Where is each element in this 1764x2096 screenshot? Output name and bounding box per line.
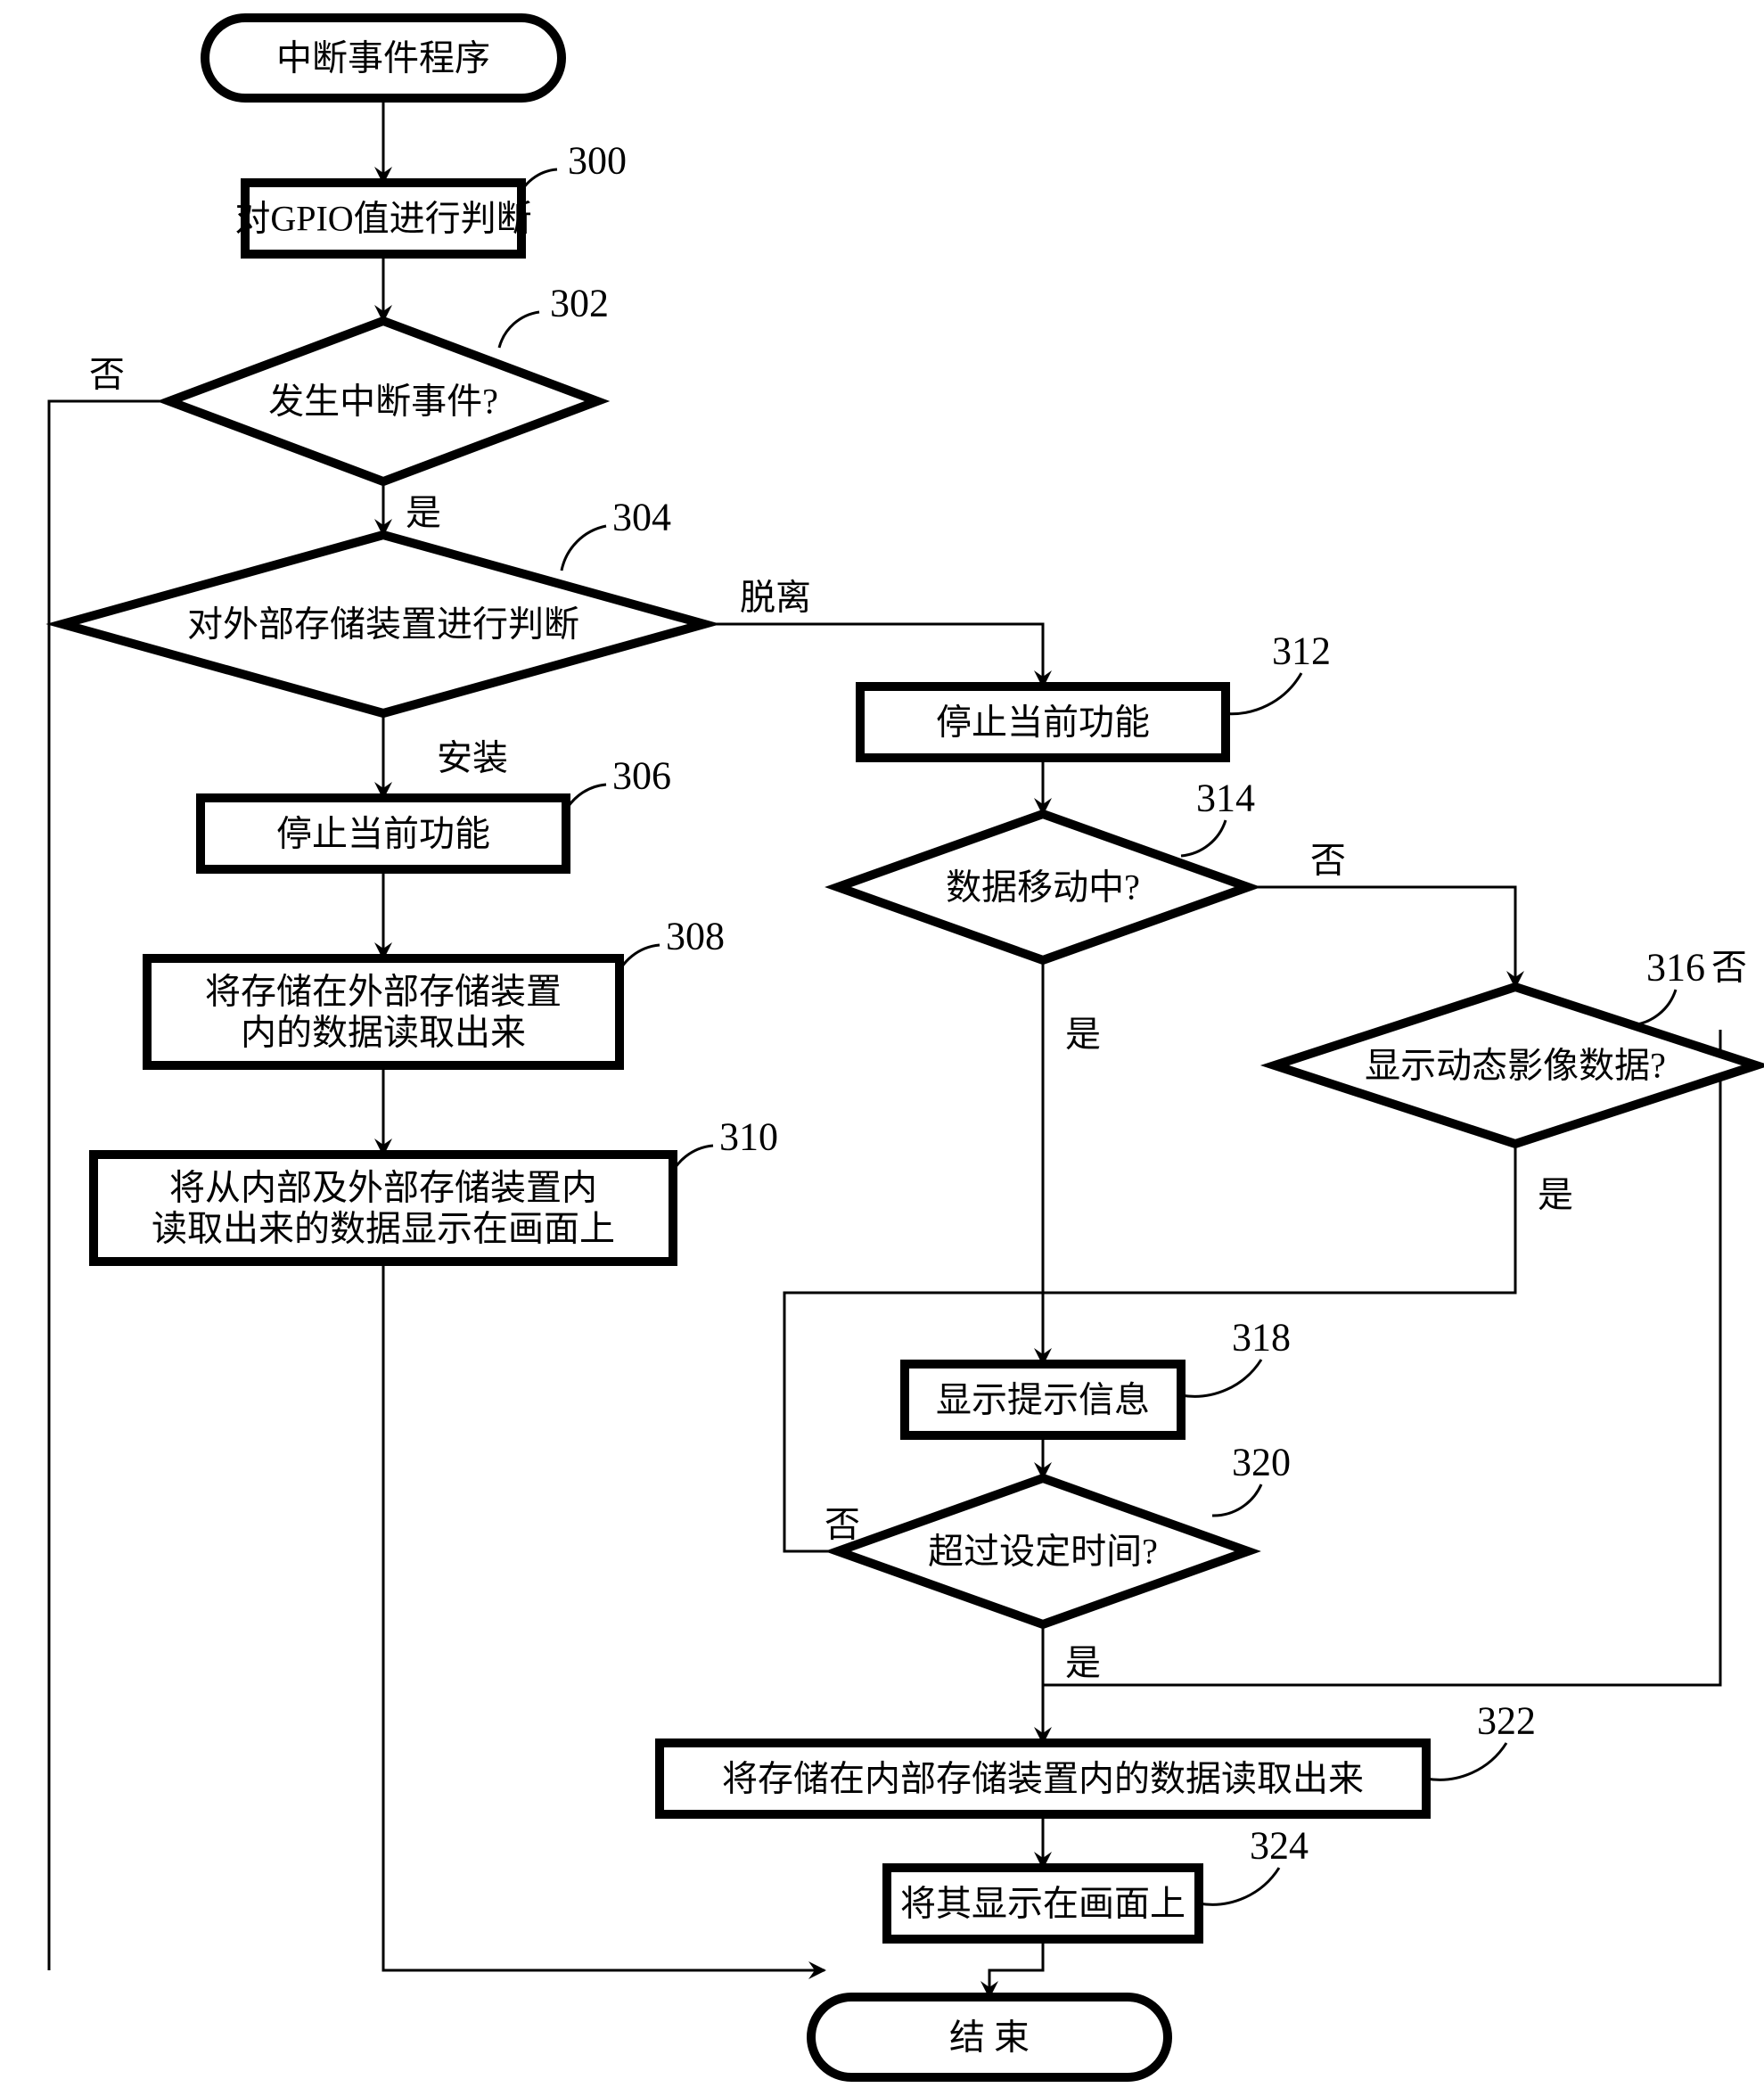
branch-label-n302_no: 否	[89, 355, 125, 395]
end-terminator-label: 结 束	[949, 2018, 1030, 2058]
ref-n306: 306	[612, 754, 671, 798]
end-terminator: 结 束	[811, 1997, 1168, 2077]
ref-n312: 312	[1272, 629, 1331, 673]
ref-n300: 300	[568, 139, 627, 183]
process-n318: 显示提示信息	[905, 1364, 1181, 1435]
start-terminator-label: 中断事件程序	[276, 38, 490, 78]
refarc-a312	[1221, 673, 1301, 714]
refarc-a304	[562, 526, 606, 571]
branch-label-n316_yes: 是	[1538, 1175, 1573, 1215]
edge-304-312	[704, 624, 1043, 686]
process-n308-text-0: 将存储在外部存储装置	[205, 972, 562, 1012]
branch-label-n314_yes: 是	[1065, 1015, 1101, 1055]
decision-n316: 显示动态影像数据?	[1275, 987, 1756, 1144]
ref-n314: 314	[1196, 777, 1255, 820]
edge-314no-316	[1248, 887, 1515, 987]
branch-label-n314_no: 否	[1310, 841, 1346, 881]
refarc-a318	[1181, 1360, 1261, 1396]
decision-n304-text-0: 对外部存储装置进行判断	[187, 604, 579, 645]
process-n300: 对GPIO值进行判断	[234, 183, 531, 254]
decision-n320-text-0: 超过设定时间?	[928, 1532, 1158, 1572]
ref-n316: 316	[1646, 946, 1705, 990]
branch-label-n302_yes: 是	[406, 493, 441, 533]
branch-label-n304_ins: 安装	[437, 738, 508, 778]
process-n324: 将其显示在画面上	[887, 1868, 1199, 1939]
process-n310-text-0: 将从内部及外部存储装置内	[169, 1168, 597, 1208]
process-n306: 停止当前功能	[201, 798, 566, 869]
process-n308-text-1: 内的数据读取出来	[241, 1013, 526, 1053]
ref-n318: 318	[1232, 1316, 1291, 1360]
edge-310-end	[383, 1262, 825, 1970]
ref-n322: 322	[1477, 1699, 1536, 1743]
decision-n314: 数据移动中?	[838, 814, 1248, 960]
branch-label-n304_det: 脱离	[740, 578, 811, 618]
process-n322: 将存储在内部存储装置内的数据读取出来	[660, 1743, 1426, 1814]
decision-n302: 发生中断事件?	[169, 321, 597, 481]
nodes-layer: 中断事件程序结 束对GPIO值进行判断停止当前功能将存储在外部存储装置内的数据读…	[62, 18, 1756, 2077]
process-n300-text-0: 对GPIO值进行判断	[234, 199, 531, 239]
edge-324-end	[989, 1939, 1043, 1997]
ref-n304: 304	[612, 496, 671, 539]
start-terminator: 中断事件程序	[205, 18, 562, 98]
decision-n302-text-0: 发生中断事件?	[268, 382, 498, 422]
branch-label-n316_no: 否	[1711, 948, 1747, 988]
process-n312-text-0: 停止当前功能	[936, 703, 1150, 743]
edge-316yes	[1043, 1144, 1515, 1293]
process-n324-text-0: 将其显示在画面上	[900, 1884, 1186, 1924]
ref-n310: 310	[719, 1115, 778, 1159]
decision-n314-text-0: 数据移动中?	[946, 867, 1140, 908]
refarc-a324	[1199, 1868, 1279, 1904]
ref-n324: 324	[1250, 1824, 1309, 1868]
decision-n320: 超过设定时间?	[838, 1478, 1248, 1624]
decision-n304: 对外部存储装置进行判断	[62, 535, 704, 713]
refarc-a320	[1212, 1484, 1261, 1516]
branch-label-n320_yes: 是	[1065, 1643, 1101, 1683]
process-n318-text-0: 显示提示信息	[936, 1380, 1150, 1420]
process-n306-text-0: 停止当前功能	[276, 814, 490, 854]
refarc-a322	[1426, 1743, 1506, 1780]
decision-n316-text-0: 显示动态影像数据?	[1365, 1046, 1666, 1086]
refarc-a314	[1181, 820, 1226, 856]
process-n310-text-1: 读取出来的数据显示在画面上	[152, 1209, 615, 1249]
process-n310: 将从内部及外部存储装置内读取出来的数据显示在画面上	[94, 1155, 673, 1262]
refarc-a302	[499, 312, 539, 348]
ref-n302: 302	[550, 282, 609, 325]
ref-n308: 308	[666, 915, 725, 958]
process-n308: 将存储在外部存储装置内的数据读取出来	[147, 958, 619, 1065]
process-n322-text-0: 将存储在内部存储装置内的数据读取出来	[722, 1759, 1364, 1799]
ref-n320: 320	[1232, 1441, 1291, 1484]
flowchart: 中断事件程序结 束对GPIO值进行判断停止当前功能将存储在外部存储装置内的数据读…	[0, 0, 1764, 2096]
refarc-a316	[1631, 990, 1676, 1025]
process-n312: 停止当前功能	[860, 686, 1226, 758]
branch-label-n320_no: 否	[825, 1505, 860, 1545]
